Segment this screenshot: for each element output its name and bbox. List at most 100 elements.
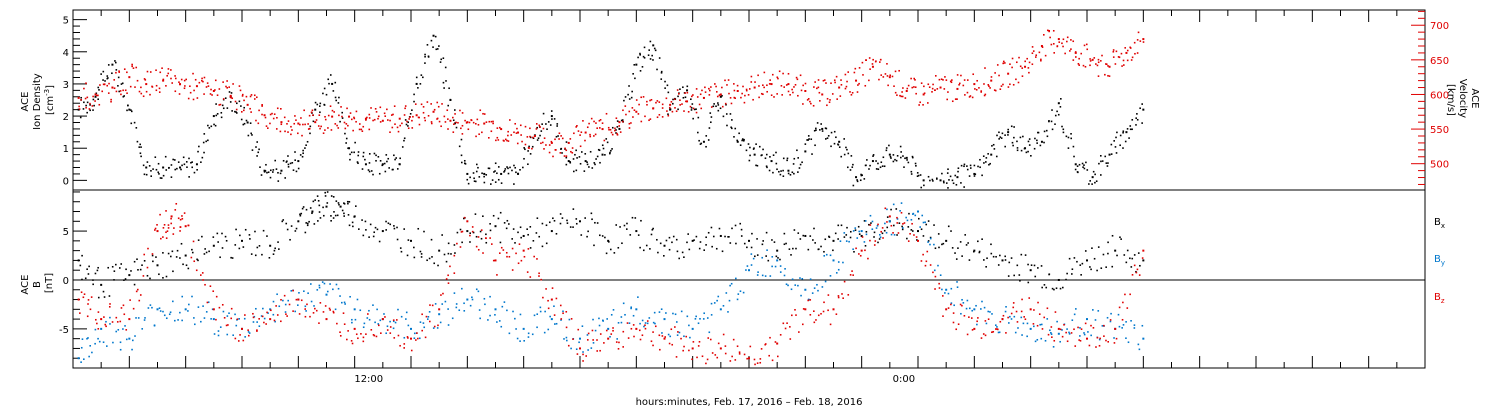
ace-ion-density-point [473,177,475,180]
bz-point [760,348,763,350]
bz-point [748,357,750,360]
ace-velocity-point [515,132,518,134]
ace-velocity-point [776,76,779,79]
bz-point [160,237,162,240]
ace-ion-density-point [837,144,840,146]
bz-point [832,308,835,311]
bx-point [579,220,581,223]
ace-ion-density-point [114,60,116,62]
ace-ion-density-point [155,168,158,171]
ace-ion-density-point [780,170,782,172]
by-point [1133,327,1136,329]
by-point [973,308,976,311]
ace-velocity-point [193,89,195,92]
bx-point [985,265,987,268]
ace-ion-density-point [364,163,367,166]
ace-ion-density-point [979,158,981,161]
ace-ion-density-point [799,163,802,166]
by-point [109,316,111,319]
bx-point [118,267,121,269]
bz-point [562,312,564,315]
by-point [515,328,517,330]
bz-point [670,328,673,331]
ace-ion-density-point [654,49,657,52]
bx-point [180,242,183,245]
ace-velocity-point [355,110,358,113]
bz-point [859,254,862,257]
ace-velocity-point [1052,43,1055,45]
b-axis-label-line-1: ACE [20,275,31,295]
by-point [489,314,491,317]
by-point [968,307,971,310]
bx-point [536,217,539,220]
bz-point [526,271,529,273]
ace-velocity-point [851,91,854,94]
bx-point [1105,266,1107,268]
ace-velocity-point [661,116,664,118]
ace-velocity-point [290,125,292,128]
bx-point [545,224,548,227]
by-point [177,319,179,321]
ace-ion-density-point [945,182,948,184]
ace-velocity-point [303,109,305,112]
bx-point [707,231,710,234]
bx-point [545,242,548,245]
bz-point [698,340,701,343]
bz-point [579,347,581,350]
ace-velocity-point [283,116,286,119]
ace-velocity-point [782,72,784,75]
by-point [933,243,935,246]
by-point [156,308,159,311]
bz-point [163,224,166,226]
ace-ion-density-point [536,126,538,129]
by-point [253,315,256,318]
ace-ion-density-point [963,163,966,166]
ace-velocity-point [1126,49,1129,52]
ace-velocity-point [792,91,794,94]
bx-point [917,230,919,233]
by-point [1014,331,1017,334]
by-point [1059,340,1061,343]
ace-ion-density-point [513,164,515,167]
bz-point [955,328,958,331]
by-point [791,278,794,281]
by-point [739,290,742,293]
by-point [843,232,846,234]
by-point [652,321,655,324]
ace-ion-density-point [419,83,422,85]
ace-velocity-point [570,150,572,153]
ace-ion-density-point [920,186,923,189]
ace-velocity-point [950,81,953,84]
ace-velocity-point [261,103,263,106]
ace-velocity-point [452,116,454,119]
bx-point [896,234,898,236]
bx-point [687,233,689,235]
ace-velocity-point [618,121,621,124]
ace-ion-density-point [729,113,732,115]
ace-ion-density-point [458,145,461,148]
ace-ion-density-point [739,144,742,146]
ace-ion-density-point [350,151,353,154]
ace-velocity-point [584,131,587,134]
ace-ion-density-point [386,160,388,163]
by-point [1137,343,1140,346]
by-point [181,319,183,322]
bz-point [639,338,642,341]
bx-point [330,215,332,217]
ace-ion-density-point [264,170,267,172]
ace-ion-density-point [726,124,728,127]
ace-velocity-point [960,74,962,77]
ace-velocity-point [234,100,237,103]
bz-point [529,276,532,278]
ace-ion-density-point [507,172,510,175]
ace-velocity-point [589,135,592,138]
ace-ion-density-point [628,98,631,100]
by-point [374,321,376,324]
b-tick-label: -5 [59,325,69,336]
bz-point [339,331,341,333]
bx-point [172,270,174,273]
bx-point [92,279,94,281]
by-point [105,320,107,323]
ace-ion-density-point [914,162,917,165]
ace-ion-density-point [782,169,784,172]
